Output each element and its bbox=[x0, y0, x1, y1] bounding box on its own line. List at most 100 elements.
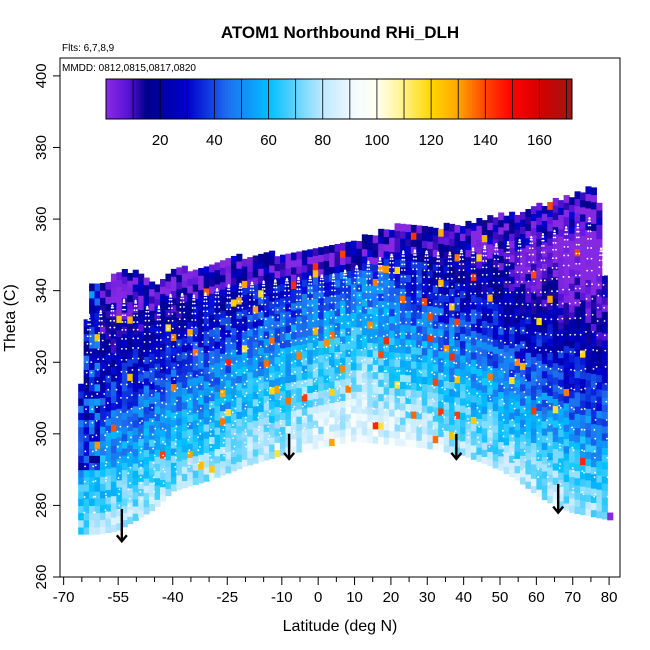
heatmap-cell bbox=[454, 239, 461, 248]
heatmap-cell bbox=[361, 370, 368, 379]
heatmap-cell bbox=[116, 322, 123, 331]
heatmap-cell bbox=[476, 318, 483, 326]
heatmap-cell bbox=[416, 318, 423, 327]
heatmap-cell bbox=[449, 417, 456, 425]
heatmap-cell bbox=[214, 283, 221, 292]
track-point bbox=[507, 246, 510, 249]
heatmap-cell bbox=[367, 327, 374, 336]
track-point bbox=[113, 334, 116, 337]
heatmap-cell bbox=[263, 416, 270, 425]
track-point bbox=[545, 383, 548, 385]
heatmap-cell bbox=[476, 218, 483, 226]
heatmap-cell bbox=[143, 349, 150, 357]
track-point bbox=[523, 374, 525, 377]
track-point bbox=[388, 271, 391, 274]
heatmap-cell bbox=[356, 348, 363, 357]
heatmap-cell bbox=[192, 405, 199, 414]
track-point bbox=[265, 345, 268, 348]
track-point bbox=[142, 370, 145, 373]
heatmap-cell bbox=[476, 389, 483, 398]
track-point bbox=[250, 285, 252, 288]
heatmap-cell bbox=[116, 379, 123, 388]
track-point bbox=[411, 275, 414, 277]
heatmap-cell bbox=[329, 316, 336, 325]
track-point bbox=[274, 281, 277, 283]
heatmap-cell bbox=[569, 347, 576, 356]
heatmap-cell bbox=[132, 434, 139, 443]
heatmap-cell bbox=[372, 335, 379, 344]
track-point bbox=[439, 285, 441, 288]
track-point bbox=[404, 275, 406, 278]
track-point bbox=[288, 300, 291, 303]
heatmap-cell bbox=[552, 434, 559, 442]
track-point bbox=[84, 435, 87, 438]
track-point bbox=[196, 410, 199, 413]
track-point bbox=[105, 480, 107, 482]
heatmap-cell bbox=[269, 443, 276, 452]
heatmap-cell bbox=[410, 282, 417, 290]
track-point bbox=[140, 461, 142, 464]
heatmap-cell bbox=[421, 254, 428, 263]
heatmap-cell bbox=[601, 432, 608, 441]
heatmap-cell bbox=[601, 325, 608, 334]
heatmap-cell bbox=[127, 287, 134, 296]
heatmap-cell bbox=[132, 391, 139, 400]
heatmap-cell bbox=[509, 211, 516, 220]
heatmap-cell bbox=[143, 470, 150, 479]
track-point bbox=[521, 280, 523, 283]
heatmap-cell bbox=[170, 347, 177, 356]
track-point bbox=[409, 370, 412, 373]
track-point bbox=[126, 397, 128, 399]
heatmap-cell bbox=[503, 337, 510, 346]
heatmap-cell bbox=[394, 359, 401, 368]
heatmap-cell bbox=[78, 383, 85, 392]
track-point bbox=[409, 344, 412, 347]
track-point bbox=[139, 421, 141, 424]
heatmap-cell bbox=[318, 318, 325, 327]
heatmap-cell bbox=[449, 367, 456, 375]
heatmap-cell bbox=[400, 431, 407, 440]
track-point bbox=[510, 356, 513, 358]
track-point bbox=[89, 323, 91, 326]
heatmap-cell bbox=[138, 352, 145, 361]
heatmap-cell bbox=[285, 260, 292, 269]
heatmap-cell bbox=[116, 515, 123, 524]
track-point bbox=[330, 317, 332, 319]
heatmap-cell bbox=[552, 391, 559, 399]
heatmap-cell bbox=[372, 400, 379, 408]
track-point bbox=[224, 363, 227, 366]
heatmap-cell bbox=[181, 466, 188, 474]
heatmap-cell bbox=[329, 359, 336, 368]
heatmap-cell bbox=[318, 390, 325, 399]
track-point bbox=[251, 282, 254, 284]
heatmap-cell bbox=[585, 315, 592, 323]
heatmap-cell bbox=[241, 301, 248, 310]
heatmap-cell bbox=[509, 412, 516, 420]
heatmap-cell bbox=[372, 371, 379, 380]
track-point bbox=[487, 313, 489, 316]
heatmap-cell bbox=[83, 498, 90, 507]
heatmap-cell bbox=[405, 288, 412, 297]
track-point bbox=[313, 369, 316, 372]
heatmap-cell bbox=[525, 330, 532, 339]
track-point bbox=[404, 310, 407, 313]
track-point bbox=[227, 288, 229, 291]
heatmap-cell bbox=[509, 297, 516, 306]
track-point bbox=[319, 285, 321, 288]
heatmap-cell bbox=[547, 209, 554, 217]
heatmap-cell bbox=[569, 462, 576, 470]
track-point bbox=[405, 332, 408, 335]
heatmap-cell bbox=[285, 339, 292, 348]
track-point bbox=[473, 275, 476, 277]
heatmap-cell bbox=[83, 505, 90, 514]
track-point bbox=[96, 393, 99, 395]
heatmap-cell bbox=[165, 359, 172, 368]
heatmap-cell bbox=[220, 381, 227, 390]
track-point bbox=[136, 321, 139, 323]
heatmap-cell bbox=[116, 472, 123, 481]
track-point bbox=[554, 241, 557, 244]
heatmap-cell bbox=[476, 325, 483, 334]
heatmap-cell bbox=[563, 474, 570, 483]
heatmap-cell bbox=[252, 455, 259, 464]
track-point bbox=[209, 407, 212, 410]
